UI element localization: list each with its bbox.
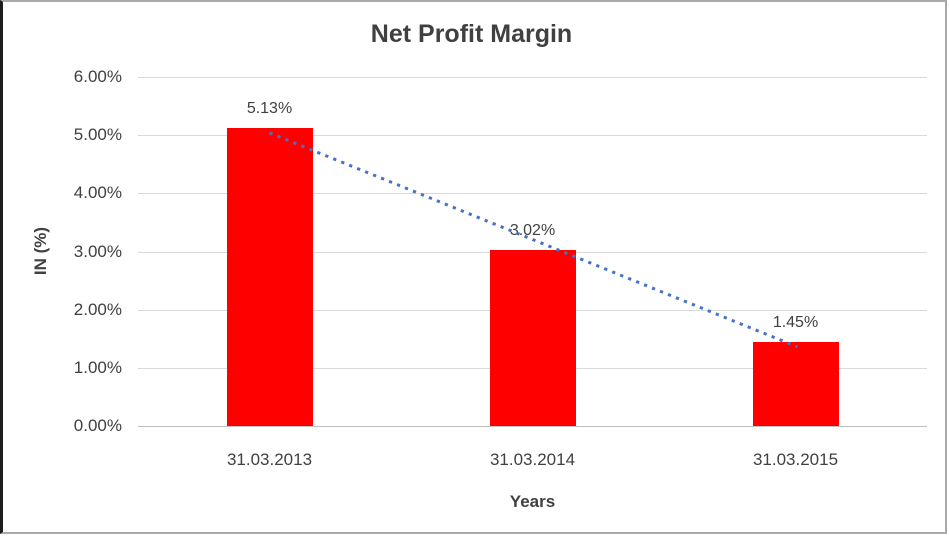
y-axis-tick-label: 6.00% — [73, 67, 122, 86]
y-axis-tick-label: 5.00% — [73, 125, 122, 145]
y-axis-tick-label: 4.00% — [73, 183, 122, 203]
y-axis-tick-label: 3.00% — [73, 241, 122, 261]
gridline — [138, 77, 927, 78]
chart-title: Net Profit Margin — [370, 20, 573, 48]
x-axis-tick-label: 31.03.2014 — [489, 450, 576, 469]
x-axis-title: Years — [509, 492, 556, 511]
data-label: 1.45% — [772, 313, 819, 331]
x-axis-tick-label: 31.03.2015 — [752, 450, 839, 469]
x-axis-line — [138, 426, 927, 427]
bar — [226, 127, 313, 426]
data-label: 5.13% — [246, 99, 293, 117]
bar — [752, 341, 839, 426]
x-axis-tick-label: 31.03.2013 — [226, 450, 313, 469]
y-axis-tick-label: 1.00% — [73, 357, 122, 377]
data-label: 3.02% — [509, 222, 556, 240]
bar — [489, 250, 576, 426]
y-axis-tick-label: 2.00% — [73, 299, 122, 319]
y-axis-tick-label: 0.00% — [73, 416, 122, 435]
